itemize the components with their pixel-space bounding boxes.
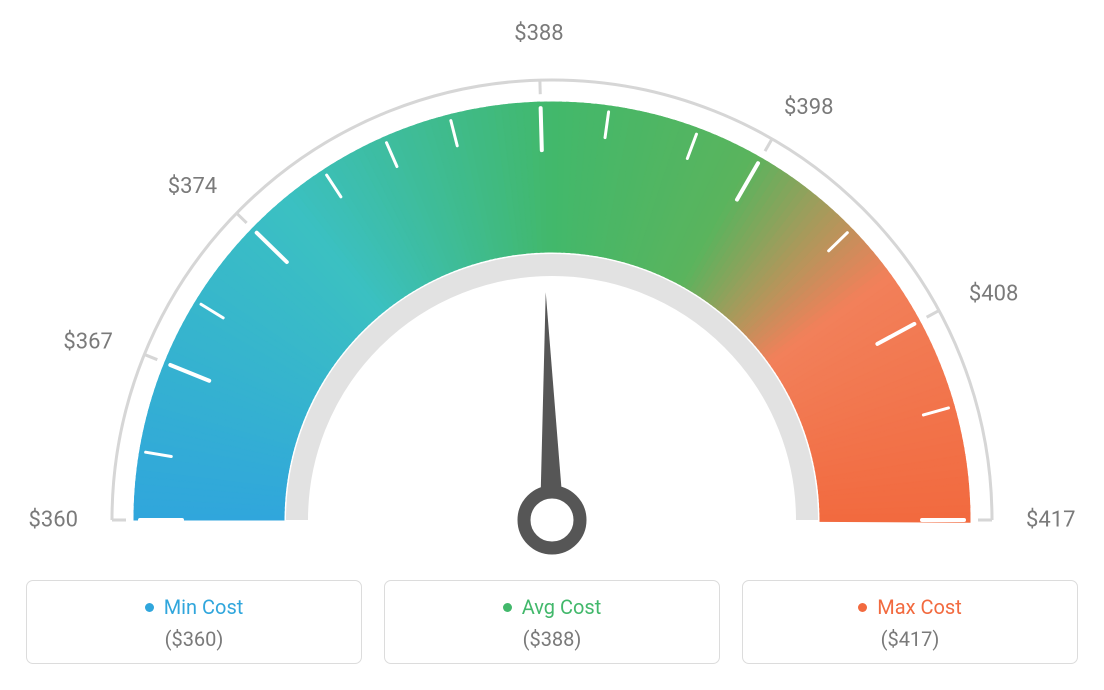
gauge-tick-label: $398 [784, 95, 833, 120]
legend-value-min: ($360) [37, 627, 351, 651]
legend-dot-min [145, 603, 154, 612]
legend-label-avg: Avg Cost [522, 595, 602, 619]
gauge-tick-label: $417 [1026, 508, 1075, 533]
gauge: $360 $367 $374 $388 $398 $408 $417 [0, 0, 1104, 560]
legend-dot-avg [503, 603, 512, 612]
legend-title-avg: Avg Cost [503, 595, 602, 619]
gauge-tick-label: $408 [969, 282, 1018, 307]
gauge-tick-label: $388 [514, 21, 563, 46]
legend-title-min: Min Cost [145, 595, 244, 619]
legend-dot-max [858, 603, 867, 612]
gauge-tick-label: $367 [63, 329, 112, 354]
legend-label-max: Max Cost [877, 595, 962, 619]
legend-card-min: Min Cost ($360) [26, 580, 362, 664]
legend-title-max: Max Cost [858, 595, 962, 619]
gauge-tick-label: $374 [168, 174, 217, 199]
legend-value-max: ($417) [753, 627, 1067, 651]
legend-row: Min Cost ($360) Avg Cost ($388) Max Cost… [26, 580, 1078, 664]
legend-value-avg: ($388) [395, 627, 709, 651]
legend-card-max: Max Cost ($417) [742, 580, 1078, 664]
gauge-tick-label: $360 [29, 508, 78, 533]
legend-card-avg: Avg Cost ($388) [384, 580, 720, 664]
legend-label-min: Min Cost [164, 595, 244, 619]
gauge-chart-container: $360 $367 $374 $388 $398 $408 $417 Min Cost ($… [0, 0, 1104, 690]
